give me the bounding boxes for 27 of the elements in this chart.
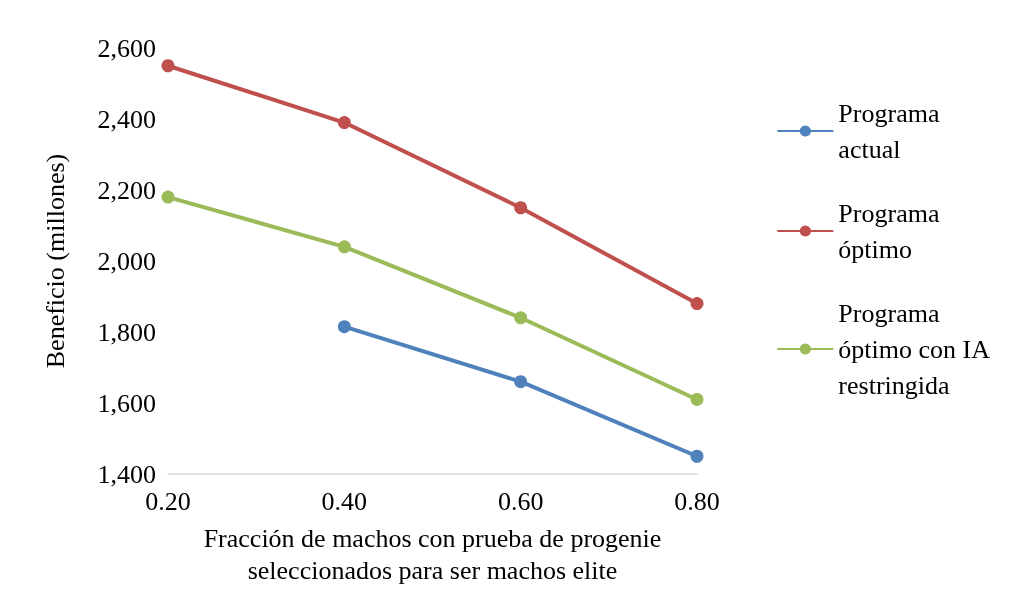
point — [514, 311, 528, 325]
point — [690, 392, 704, 406]
legend-label: Programa actual — [838, 98, 940, 164]
y-tick-label: 2,000 — [97, 246, 156, 276]
y-tick-label: 1,600 — [97, 388, 156, 418]
x-tick-label: 0.20 — [145, 486, 191, 516]
point — [337, 240, 351, 254]
point — [690, 297, 704, 311]
x-tick-label: 0.80 — [674, 486, 720, 516]
point — [514, 201, 528, 215]
y-tick-label: 1,400 — [97, 459, 156, 489]
legend-label: Programa óptimo con IA restringida — [838, 298, 991, 400]
point — [161, 59, 175, 73]
y-tick-label: 2,200 — [97, 175, 156, 205]
point — [337, 116, 351, 130]
x-axis-title: Fracción de machos con prueba de progenie seleccionados para ser machos elite — [203, 523, 662, 585]
x-tick-label: 0.60 — [497, 486, 544, 516]
point — [161, 190, 175, 204]
point — [337, 320, 351, 334]
point — [514, 375, 528, 389]
y-axis-title: Beneficio (millones) — [40, 153, 70, 369]
x-tick-label: 0.40 — [321, 486, 368, 516]
legend-label: Programa óptimo — [838, 198, 940, 264]
y-tick-label: 2,600 — [97, 33, 156, 63]
y-tick-label: 1,800 — [97, 317, 156, 347]
point — [690, 449, 704, 463]
y-tick-label: 2,400 — [97, 104, 156, 134]
